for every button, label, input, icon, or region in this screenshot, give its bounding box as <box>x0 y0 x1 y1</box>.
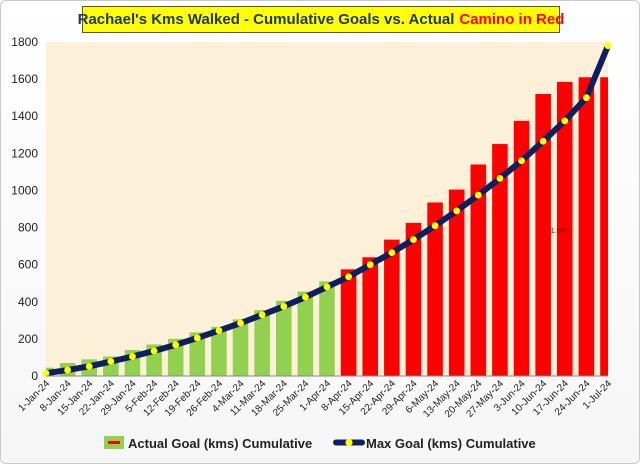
bar <box>470 164 487 376</box>
max-goal-marker <box>150 347 158 355</box>
y-tick-label: 800 <box>18 221 38 235</box>
bar <box>362 257 379 376</box>
max-goal-marker <box>129 353 136 360</box>
bar <box>492 144 508 376</box>
bar <box>297 291 314 376</box>
max-goal-marker <box>301 293 309 301</box>
max-goal-marker <box>539 137 547 145</box>
bar <box>427 202 443 376</box>
max-goal-marker <box>64 366 72 374</box>
max-goal-marker <box>237 319 244 327</box>
max-goal-marker <box>366 261 374 269</box>
max-goal-marker <box>172 341 180 349</box>
y-axis: 0 200 400 600 800 1000 1200 1400 1600 1800 <box>11 35 38 383</box>
bar <box>600 77 608 376</box>
bar <box>578 77 595 376</box>
max-goal-marker <box>410 236 417 244</box>
max-goal-marker <box>258 311 266 319</box>
max-goal-marker <box>604 42 612 50</box>
bar <box>405 222 422 376</box>
chart-title-accent: Camino in Red <box>459 11 565 28</box>
max-goal-marker <box>474 191 482 199</box>
bar <box>340 269 357 376</box>
bar <box>535 93 551 376</box>
chart-title: Rachael's Kms Walked - Cumulative Goals … <box>78 6 564 33</box>
chart-annotation: 1.0% <box>551 228 567 235</box>
max-goal-marker <box>345 273 353 281</box>
max-goal-marker <box>107 358 115 365</box>
max-goal-marker <box>193 334 201 342</box>
bar <box>211 326 227 376</box>
bar <box>275 300 292 376</box>
max-goal-marker <box>431 222 439 230</box>
max-goal-marker <box>561 117 569 125</box>
y-tick-label: 200 <box>18 332 38 346</box>
bar <box>384 239 400 376</box>
max-goal-marker <box>42 369 50 377</box>
y-tick-label: 600 <box>18 258 38 272</box>
legend-label-actual: Actual Goal (kms) Cumulative <box>128 436 312 451</box>
max-goal-marker <box>453 207 461 215</box>
max-goal-marker <box>496 174 504 182</box>
y-tick-label: 400 <box>18 295 38 309</box>
max-goal-marker <box>215 327 223 334</box>
bar <box>254 310 270 376</box>
max-goal-marker <box>388 249 396 257</box>
bar <box>189 332 206 376</box>
bar <box>319 281 335 376</box>
max-goal-marker <box>518 157 525 165</box>
legend: Actual Goal (kms) Cumulative Max Goal (k… <box>104 436 536 451</box>
line-group <box>42 42 612 377</box>
y-tick-label: 1800 <box>11 35 38 49</box>
y-tick-label: 1600 <box>11 72 38 86</box>
bar <box>513 120 530 376</box>
max-goal-marker <box>280 303 288 310</box>
bar <box>556 81 573 377</box>
bar <box>448 189 465 376</box>
y-tick-label: 1000 <box>11 183 38 197</box>
y-tick-label: 1200 <box>11 146 38 160</box>
max-goal-marker <box>85 362 93 370</box>
max-goal-marker <box>323 283 331 291</box>
max-goal-marker <box>582 94 590 102</box>
chart-title-main: Rachael's Kms Walked - Cumulative Goals … <box>77 11 455 28</box>
y-tick-label: 0 <box>31 369 38 383</box>
x-axis: 1-Jan-248-Jan-2415-Jan-2422-Jan-2429-Jan… <box>16 375 614 420</box>
legend-label-max: Max Goal (kms) Cumulative <box>366 436 536 451</box>
legend-swatch-max-marker <box>345 438 353 447</box>
bar <box>232 319 249 376</box>
y-tick-label: 1400 <box>11 109 38 123</box>
